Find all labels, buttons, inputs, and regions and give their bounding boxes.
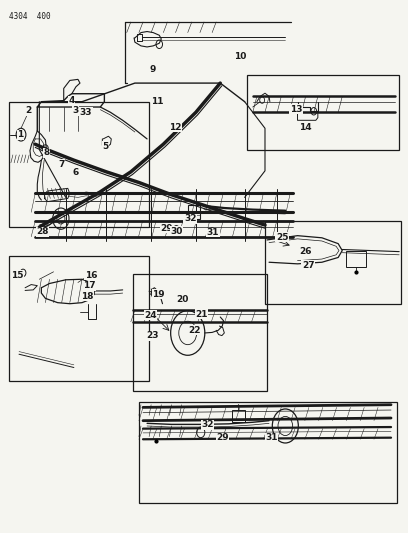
Text: 6: 6 (73, 168, 79, 177)
Text: 26: 26 (299, 247, 312, 256)
Bar (232, 410, 245, 422)
Text: 3: 3 (73, 106, 79, 115)
Text: 16: 16 (85, 271, 97, 279)
Text: 19: 19 (152, 289, 165, 298)
Text: 31: 31 (207, 228, 219, 237)
Text: 29: 29 (216, 433, 228, 442)
Text: 27: 27 (302, 261, 315, 270)
Text: 1: 1 (17, 130, 23, 139)
Bar (188, 205, 200, 219)
Text: 21: 21 (195, 310, 208, 319)
Text: 24: 24 (144, 311, 157, 320)
Bar (9, 102, 149, 227)
Text: 15: 15 (11, 271, 24, 279)
Text: 32: 32 (201, 421, 213, 430)
Text: 28: 28 (36, 228, 49, 237)
Text: 23: 23 (146, 331, 159, 340)
Bar (265, 221, 401, 304)
Text: 2: 2 (25, 106, 31, 115)
Bar (139, 402, 397, 503)
Text: 25: 25 (276, 233, 288, 242)
Text: 8: 8 (43, 148, 49, 157)
Text: 30: 30 (170, 227, 182, 236)
Bar (133, 274, 267, 391)
Text: 11: 11 (151, 97, 164, 106)
Text: 13: 13 (290, 104, 302, 114)
Text: 14: 14 (299, 123, 312, 132)
Text: 10: 10 (234, 52, 246, 61)
Text: 9: 9 (149, 66, 155, 74)
Text: 4: 4 (69, 96, 75, 105)
Text: 31: 31 (265, 433, 278, 442)
Bar (247, 75, 399, 150)
Text: 29: 29 (160, 224, 173, 233)
Text: 4304  400: 4304 400 (9, 12, 51, 21)
Text: 18: 18 (82, 292, 94, 301)
Bar (9, 256, 149, 381)
Text: 20: 20 (177, 295, 189, 304)
Text: 22: 22 (188, 326, 200, 335)
Text: 5: 5 (102, 142, 109, 151)
Text: 32: 32 (184, 214, 196, 223)
Bar (346, 251, 366, 266)
Text: 7: 7 (58, 160, 65, 169)
Text: 17: 17 (83, 281, 95, 290)
Text: 33: 33 (80, 108, 92, 117)
Text: 12: 12 (169, 123, 182, 132)
